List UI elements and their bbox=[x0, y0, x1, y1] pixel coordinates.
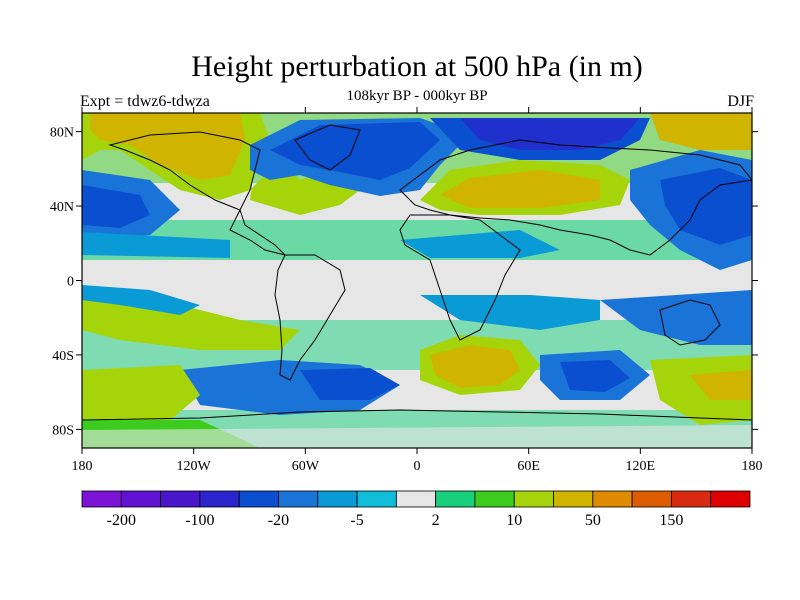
colorbar-swatch bbox=[317, 490, 358, 508]
colorbar-swatch bbox=[160, 490, 201, 508]
colorbar-label: 150 bbox=[659, 512, 683, 529]
lon-tick-label: 60E bbox=[517, 459, 540, 474]
coastlines bbox=[82, 124, 752, 421]
colorbar-swatch bbox=[81, 490, 122, 508]
lat-tick-label: 40N bbox=[50, 200, 74, 215]
australia-coast bbox=[659, 299, 721, 346]
colorbar-swatch bbox=[631, 490, 672, 508]
lat-tick-label: 80N bbox=[50, 126, 74, 141]
colorbar-swatch bbox=[278, 490, 319, 508]
lat-tick-label: 40S bbox=[52, 349, 74, 364]
colorbar-label: -200 bbox=[107, 512, 136, 529]
colorbar-swatch bbox=[238, 490, 279, 508]
colorbar-swatch bbox=[710, 490, 751, 508]
colorbar-label: -100 bbox=[185, 512, 214, 529]
colorbar-swatch bbox=[435, 490, 476, 508]
colorbar-swatch bbox=[553, 490, 594, 508]
lon-tick-label: 180 bbox=[742, 459, 763, 474]
experiment-label: Expt = tdwz6-tdwza bbox=[80, 93, 210, 110]
colorbar-swatch bbox=[513, 490, 554, 508]
latitude-axis: 80N 40N 0 40S 80S bbox=[50, 126, 758, 438]
lon-tick-label: 180 bbox=[72, 459, 93, 474]
colorbar-swatch bbox=[671, 490, 712, 508]
colorbar-label: -5 bbox=[350, 512, 363, 529]
north-america-coast bbox=[108, 131, 287, 256]
lat-tick-label: 80S bbox=[52, 423, 74, 438]
colorbar-swatch bbox=[199, 490, 240, 508]
lon-tick-label: 60W bbox=[292, 459, 320, 474]
colorbar-swatch bbox=[592, 490, 633, 508]
chart-title: Height perturbation at 500 hPa (in m) bbox=[191, 50, 643, 83]
colorbar-label: 2 bbox=[432, 512, 440, 529]
lon-tick-label: 120E bbox=[626, 459, 656, 474]
africa-coast bbox=[399, 214, 521, 341]
colorbar-swatch bbox=[474, 490, 515, 508]
antarctica-coast bbox=[82, 409, 752, 421]
lat-tick-label: 0 bbox=[67, 275, 74, 290]
colorbar: -200 -100 -20 -5 2 10 50 150 bbox=[81, 490, 751, 529]
lon-tick-label: 0 bbox=[414, 459, 421, 474]
colorbar-swatch bbox=[356, 490, 397, 508]
colorbar-label: 50 bbox=[585, 512, 601, 529]
longitude-axis: 180 120W 60W 0 60E 120E 180 bbox=[72, 107, 763, 474]
south-america-coast bbox=[274, 254, 346, 381]
chart-subtitle: 108kyr BP - 000kyr BP bbox=[346, 88, 488, 104]
greenland-coast bbox=[294, 124, 361, 171]
lon-tick-label: 120W bbox=[177, 459, 212, 474]
colorbar-swatch bbox=[395, 490, 437, 508]
eurasia-coast bbox=[399, 139, 752, 256]
colorbar-label: -20 bbox=[268, 512, 289, 529]
colorbar-label: 10 bbox=[506, 512, 522, 529]
height-contour-field bbox=[82, 113, 752, 448]
colorbar-swatch bbox=[120, 490, 161, 508]
season-label: DJF bbox=[727, 93, 754, 110]
